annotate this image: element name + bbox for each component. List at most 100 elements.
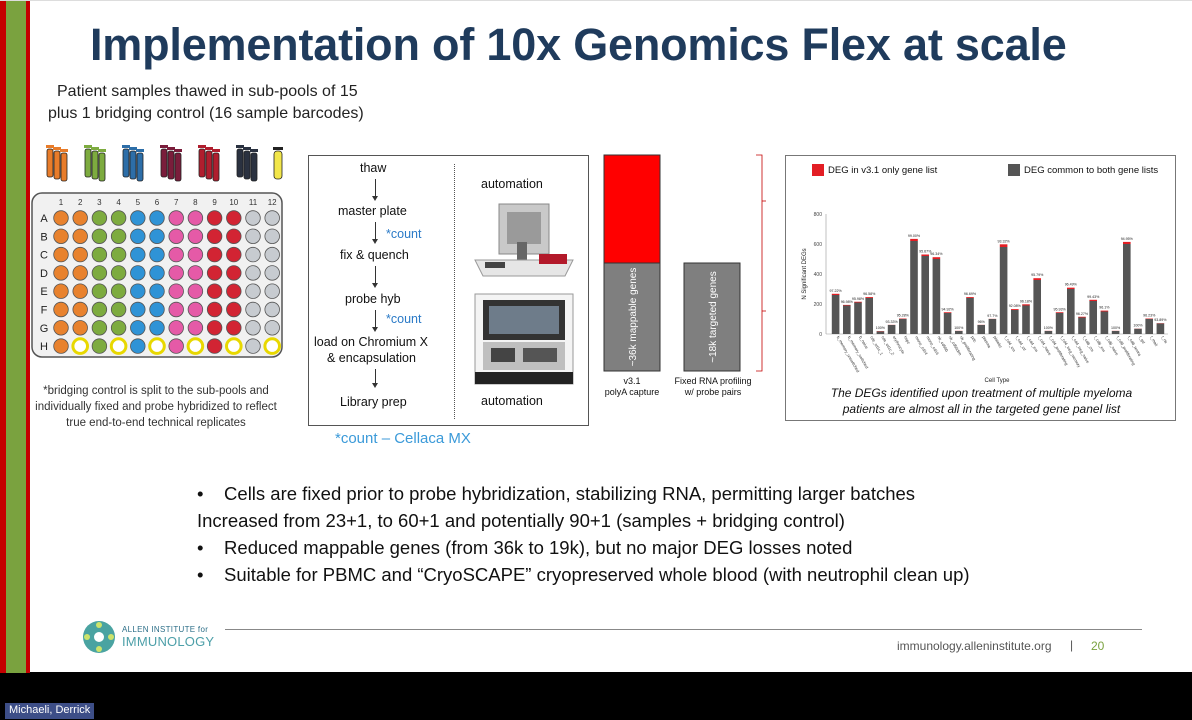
deg-bar-common <box>943 313 952 334</box>
deg-data-label: 100% <box>954 326 964 330</box>
page-number: 20 <box>1091 639 1105 653</box>
tube-racks-illustration <box>46 145 283 182</box>
plate-well <box>187 320 204 336</box>
plate-well <box>187 210 204 226</box>
plate-well <box>148 337 166 355</box>
tube-cap-icon <box>129 147 137 150</box>
tube-icon <box>250 152 258 182</box>
deg-bar-common <box>910 241 918 334</box>
deg-bar-common <box>1066 289 1075 334</box>
plate-well <box>91 320 108 336</box>
deg-bar-common <box>1111 331 1120 334</box>
plate-row-label: G <box>40 323 49 335</box>
slide: Implementation of 10x Genomics Flex at s… <box>0 0 1192 673</box>
step-thaw: thaw <box>360 161 387 175</box>
deg-bar-common <box>1100 311 1109 334</box>
participant-name-tag: Michaeli, Derrick <box>5 703 95 719</box>
tube-icon <box>205 150 213 180</box>
tube-icon <box>98 152 106 182</box>
plate-well <box>206 265 223 281</box>
deg-data-label: 100% <box>1044 326 1054 330</box>
deg-bar-common <box>932 259 941 334</box>
plate-well <box>72 210 88 226</box>
deg-bar-v31-only <box>865 297 874 298</box>
tube-icon <box>174 152 182 182</box>
deg-bar-v31-only <box>910 238 918 241</box>
deg-bar-common <box>954 331 963 334</box>
deg-caption-line2: patients are almost all in the targeted … <box>842 402 1121 416</box>
chromium-x-instrument-image <box>474 293 574 385</box>
bridging-control-note: *bridging control is split to the sub-po… <box>35 385 277 429</box>
plate-well <box>225 337 243 355</box>
plate-row-label: F <box>41 305 48 317</box>
deg-bar-common <box>854 302 862 334</box>
x-tick-label: t_nk <box>1161 335 1169 344</box>
step-load-chromium: load on Chromium X <box>314 335 428 349</box>
plate-row-label: A <box>40 213 48 225</box>
deg-bar-common <box>977 325 986 334</box>
plate-well <box>130 228 146 245</box>
tube-cap-icon <box>160 145 168 148</box>
plate-column-label: 7 <box>174 198 179 207</box>
tube-icon <box>160 148 168 178</box>
deg-bar-common <box>988 319 997 334</box>
plate-well <box>149 283 165 299</box>
bullet-1-text: Cells are fixed prior to probe hybridiza… <box>224 483 916 504</box>
deg-data-label: 93.89% <box>1154 318 1167 322</box>
plate-well <box>186 337 205 355</box>
plate-column-label: 11 <box>249 198 258 207</box>
y-axis-label: N Significant DEGs <box>802 248 808 299</box>
deg-bar-v31-only <box>1033 278 1042 280</box>
deg-bar-v31-only <box>999 244 1008 247</box>
plate-well <box>53 265 69 281</box>
plate-well <box>72 246 88 263</box>
plate-row-label: E <box>40 286 47 298</box>
plate-well <box>110 228 127 245</box>
tube-icon <box>136 152 144 182</box>
tube-cap-icon <box>198 145 206 148</box>
plate-well <box>168 265 184 281</box>
plate-well <box>206 320 223 336</box>
plate-well <box>245 338 261 354</box>
v31-caption-line1: v3.1 <box>623 376 641 386</box>
plate-well <box>53 210 69 226</box>
deg-bar-v31-only <box>842 304 851 306</box>
deg-data-label: 100% <box>1133 324 1143 328</box>
v31-caption-line2: polyA capture <box>604 387 660 397</box>
plate-well <box>91 283 108 299</box>
plate-row-label: H <box>40 341 48 353</box>
deg-bar-v31-only <box>921 254 930 256</box>
plate-well <box>245 210 261 226</box>
plate-well <box>187 228 204 245</box>
plate-row-label: D <box>40 268 48 280</box>
plate-column-label: 9 <box>212 198 217 207</box>
plate-well <box>53 246 69 263</box>
legend-gray-label: DEG common to both gene lists <box>1024 165 1159 176</box>
deg-bar-v31-only <box>1022 304 1030 306</box>
plate-well <box>168 283 184 299</box>
tube-cap-icon <box>46 145 54 148</box>
tube-cap-icon <box>91 147 99 150</box>
deg-data-label: 96.1% <box>1099 306 1110 310</box>
deg-data-label: 96.27% <box>1076 312 1089 316</box>
tube-cap-icon <box>236 145 244 148</box>
deg-bar-common <box>966 298 974 334</box>
deg-bar-common <box>999 247 1008 334</box>
tube-icon <box>46 148 54 178</box>
plate-column-label: 4 <box>116 198 121 207</box>
plate-well <box>149 265 165 281</box>
deg-bar-common <box>1022 305 1030 334</box>
plate-well <box>264 301 280 318</box>
plate-well <box>168 228 184 245</box>
deg-data-label: 94.95% <box>1121 237 1134 241</box>
step-probe-hyb: probe hyb <box>345 292 401 306</box>
deg-bar-common <box>1010 310 1019 334</box>
plate-row-label: B <box>40 231 47 243</box>
plate-well <box>245 265 261 281</box>
plate-well <box>149 246 165 263</box>
legend-red-swatch <box>812 164 824 176</box>
plate-well <box>168 338 184 354</box>
fixed-caption-line2: w/ probe pairs <box>684 387 742 397</box>
deg-data-label: 96.34% <box>930 252 943 256</box>
tube-icon <box>122 148 130 178</box>
